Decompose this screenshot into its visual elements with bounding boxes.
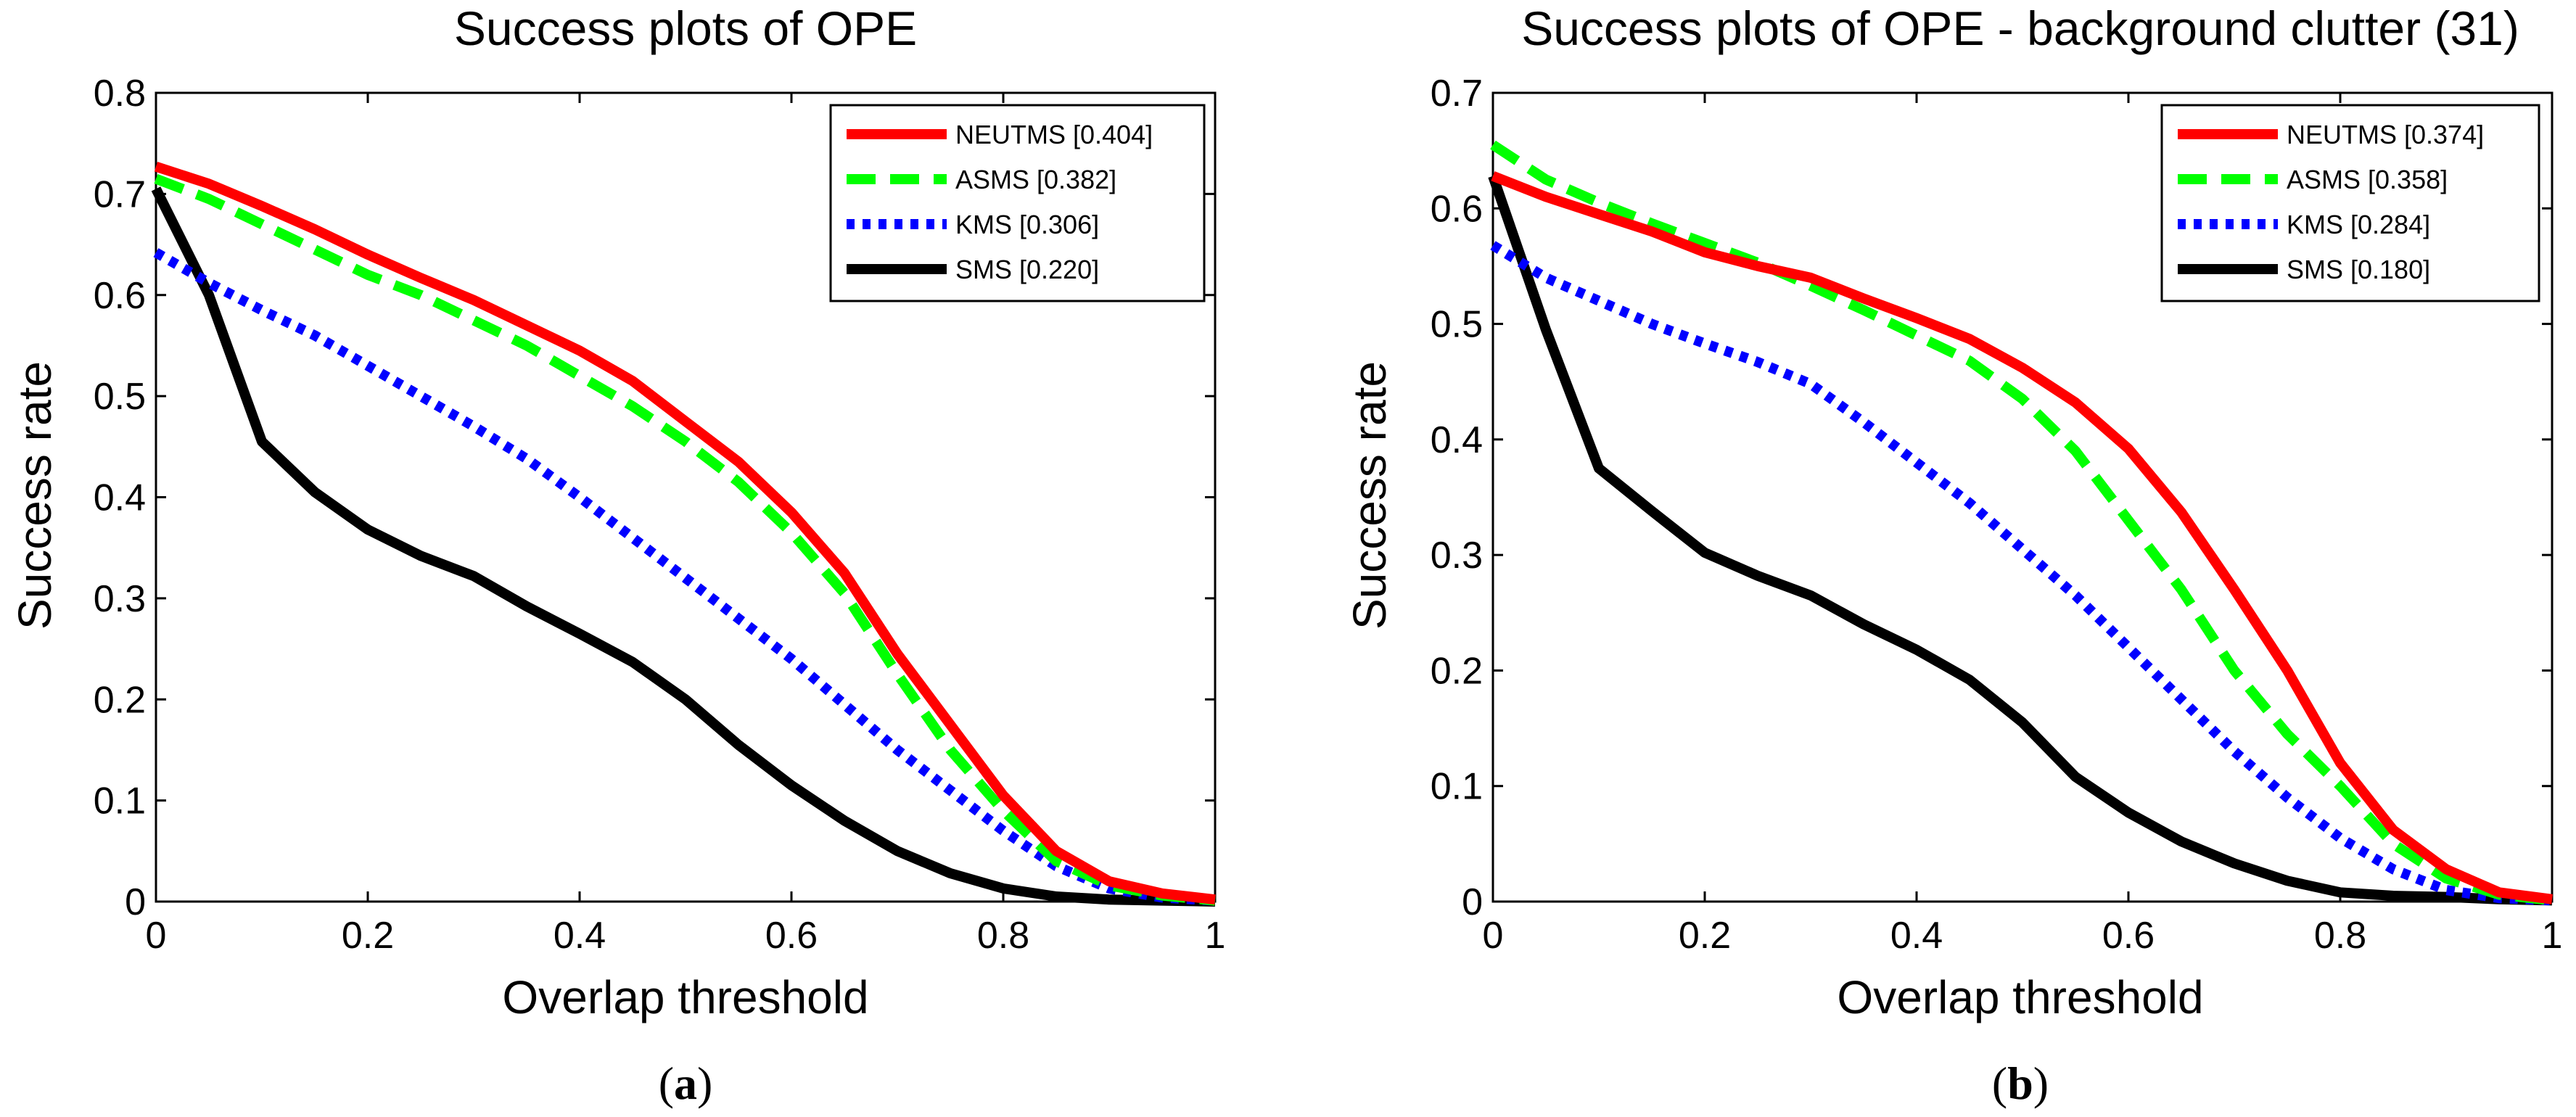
series-line-kms [1490,241,2553,906]
x-tick-label: 1 [1205,915,1226,957]
chart-title: Success plots of OPE [454,1,917,55]
y-tick-label: 0.6 [94,275,146,317]
x-tick-label: 0 [1483,915,1504,957]
legend-label-asms: ASMS [0.358] [2287,165,2448,194]
y-tick-label: 0.3 [94,578,146,620]
panel-caption: (a) [659,1058,713,1109]
axes-frame [1491,91,2554,903]
y-tick-label: 0.7 [1431,73,1483,115]
series-line-sms [1488,174,2553,906]
legend-label-kms: KMS [0.284] [2287,210,2430,239]
legend-label-neutms: NEUTMS [0.374] [2287,120,2484,149]
plot-area: 0 0.2 0.4 0.6 0.8 1 0 0.1 0.2 0.3 0.4 0.5 0.6 0.7 0.8 [94,73,1226,957]
x-tick-label: 0.8 [2314,915,2366,957]
x-tick-label: 0.2 [342,915,394,957]
y-tick-label: 0.5 [94,376,146,418]
series-line-asms [154,173,1216,906]
panel-caption: (b) [1992,1058,2049,1109]
y-tick-label: 0.4 [94,477,146,519]
plot-area: 0 0.2 0.4 0.6 0.8 1 0 0.1 0.2 0.3 0.4 0.5 0.6 0.7 [1431,73,2563,957]
x-tick-label: 1 [2542,915,2563,957]
panel-b: Success plots of OPE - background clutte… [1343,1,2562,1109]
x-axis-label: Overlap threshold [1837,971,2203,1023]
legend: NEUTMS [0.374] ASMS [0.358] KMS [0.284] SMS… [2160,104,2540,302]
y-tick-label: 0.3 [1431,535,1483,577]
series-line-asms [1490,140,2553,906]
x-tick-label: 0.6 [2102,915,2155,957]
legend-label-sms: SMS [0.180] [2287,255,2430,284]
x-tick-label: 0.4 [1890,915,1943,957]
y-axis-label: Success rate [1343,361,1396,630]
y-tick-label: 0.4 [1431,419,1483,461]
y-axis-label: Success rate [9,361,61,630]
y-tick-label: 0.2 [94,679,146,721]
x-tick-label: 0 [146,915,167,957]
series-line-neutms [154,162,1216,905]
y-tick-label: 0.6 [1431,188,1483,230]
y-tick-label: 0 [1462,881,1483,923]
series-line-sms [151,186,1216,907]
legend: NEUTMS [0.404] ASMS [0.382] KMS [0.306] SMS… [829,104,1206,302]
chart-title: Success plots of OPE - background clutte… [1521,1,2519,55]
x-tick-label: 0.8 [977,915,1029,957]
x-tick-label: 0.6 [765,915,818,957]
series-line-neutms [1491,171,2553,904]
y-tick-label: 0.8 [94,73,146,115]
series-line-kms [153,248,1216,906]
y-tick-label: 0.5 [1431,304,1483,346]
panel-a: Success plots of OPE Overlap threshold S… [9,1,1225,1109]
legend-label-neutms: NEUTMS [0.404] [955,120,1153,149]
y-tick-label: 0.2 [1431,650,1483,692]
legend-label-asms: ASMS [0.382] [955,165,1116,194]
x-tick-label: 0.2 [1679,915,1731,957]
legend-label-kms: KMS [0.306] [955,210,1099,239]
legend-label-sms: SMS [0.220] [955,255,1099,284]
caption-letter: b [2007,1058,2033,1109]
y-tick-label: 0 [125,881,146,923]
y-tick-label: 0.7 [94,173,146,215]
y-tick-label: 0.1 [94,780,146,823]
x-axis-label: Overlap threshold [502,971,868,1023]
x-tick-label: 0.4 [554,915,606,957]
y-tick-label: 0.1 [1431,766,1483,808]
caption-letter: a [674,1058,697,1109]
